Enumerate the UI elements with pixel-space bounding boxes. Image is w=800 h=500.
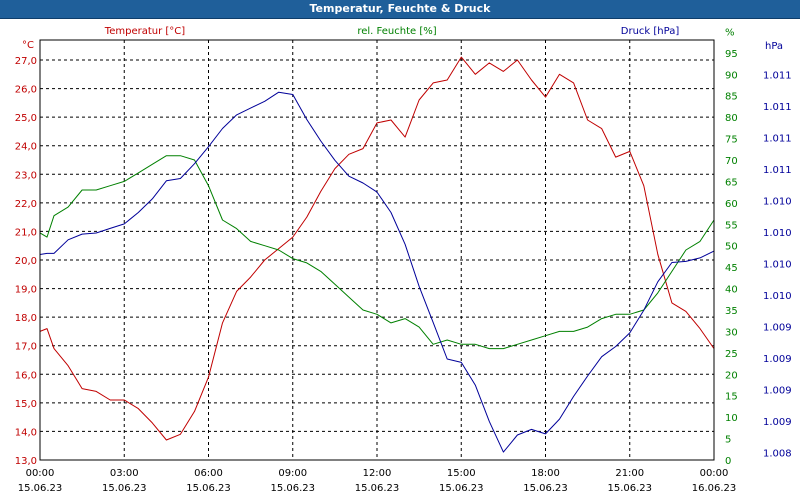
x-tick-time-label: 21:00 bbox=[615, 468, 644, 479]
humidity-tick-label: 50 bbox=[725, 242, 738, 253]
temperature-tick-label: 15,0 bbox=[15, 399, 37, 410]
humidity-tick-label: 60 bbox=[725, 199, 738, 210]
humidity-tick-label: 25 bbox=[725, 349, 738, 360]
humidity-tick-label: 5 bbox=[725, 435, 731, 446]
humidity-tick-label: 90 bbox=[725, 70, 738, 81]
pressure-tick-label: 1.009 bbox=[763, 417, 792, 428]
temperature-tick-label: 14,0 bbox=[15, 427, 37, 438]
temperature-tick-label: 25,0 bbox=[15, 113, 37, 124]
pressure-tick-label: 1.010 bbox=[763, 291, 792, 302]
x-tick-time-label: 00:00 bbox=[26, 468, 55, 479]
x-tick-date-label: 15.06.23 bbox=[523, 483, 568, 494]
humidity-tick-label: 30 bbox=[725, 327, 738, 338]
pressure-tick-label: 1.011 bbox=[763, 71, 792, 82]
x-tick-time-label: 00:00 bbox=[700, 468, 729, 479]
temperature-tick-label: 24,0 bbox=[15, 142, 37, 153]
temperature-tick-label: 27,0 bbox=[15, 56, 37, 67]
pressure-tick-label: 1.008 bbox=[763, 449, 792, 460]
humidity-tick-label: 65 bbox=[725, 177, 738, 188]
x-tick-time-label: 15:00 bbox=[447, 468, 476, 479]
legend-label-temperature: Temperatur [°C] bbox=[104, 26, 185, 37]
humidity-tick-label: 10 bbox=[725, 413, 738, 424]
x-tick-time-label: 09:00 bbox=[278, 468, 307, 479]
axis-labels: °C 13,0 14,0 15,0 16,0 17,0 18,0 19,0 20,0 21,0 22… bbox=[15, 26, 792, 494]
x-tick-date-label: 15.06.23 bbox=[186, 483, 231, 494]
plot-border bbox=[39, 39, 715, 461]
x-tick-date-label: 15.06.23 bbox=[102, 483, 147, 494]
humidity-tick-label: 0 bbox=[725, 456, 731, 467]
series-line-pressure bbox=[39, 91, 715, 453]
pressure-tick-label: 1.009 bbox=[763, 386, 792, 397]
pressure-tick-label: 1.011 bbox=[763, 134, 792, 145]
humidity-tick-label: 80 bbox=[725, 113, 738, 124]
temperature-tick-label: 21,0 bbox=[15, 227, 37, 238]
humidity-tick-label: 40 bbox=[725, 285, 738, 296]
x-tick-date-label: 15.06.23 bbox=[439, 483, 484, 494]
x-tick-date-label: 16.06.23 bbox=[692, 483, 737, 494]
temperature-tick-label: 22,0 bbox=[15, 199, 37, 210]
pressure-tick-label: 1.009 bbox=[763, 323, 792, 334]
pressure-tick-label: 1.011 bbox=[763, 102, 792, 113]
x-tick-date-label: 15.06.23 bbox=[270, 483, 315, 494]
series-line-humidity bbox=[39, 155, 715, 350]
humidity-tick-label: 70 bbox=[725, 156, 738, 167]
pressure-tick-label: 1.010 bbox=[763, 260, 792, 271]
series-line-temperature bbox=[39, 56, 715, 441]
x-tick-time-label: 18:00 bbox=[531, 468, 560, 479]
humidity-tick-label: % bbox=[725, 27, 735, 38]
x-tick-time-label: 12:00 bbox=[363, 468, 392, 479]
pressure-tick-label: 1.011 bbox=[763, 165, 792, 176]
temperature-tick-label: 18,0 bbox=[15, 313, 37, 324]
humidity-tick-label: 15 bbox=[725, 392, 738, 403]
x-tick-date-label: 15.06.23 bbox=[607, 483, 652, 494]
temperature-tick-label: 26,0 bbox=[15, 85, 37, 96]
temperature-tick-label: 16,0 bbox=[15, 370, 37, 381]
temperature-tick-label: 19,0 bbox=[15, 285, 37, 296]
pressure-unit-label: hPa bbox=[765, 41, 783, 52]
pressure-tick-label: 1.010 bbox=[763, 197, 792, 208]
legend-label-humidity: rel. Feuchte [%] bbox=[357, 26, 436, 37]
x-tick-time-label: 03:00 bbox=[110, 468, 139, 479]
humidity-tick-label: 35 bbox=[725, 306, 738, 317]
humidity-tick-label: 75 bbox=[725, 135, 738, 146]
pressure-tick-label: 1.009 bbox=[763, 354, 792, 365]
x-tick-date-label: 15.06.23 bbox=[355, 483, 400, 494]
x-tick-date-label: 15.06.23 bbox=[18, 483, 63, 494]
chart-title-bar: Temperatur, Feuchte & Druck bbox=[0, 0, 800, 19]
pressure-tick-label: 1.010 bbox=[763, 228, 792, 239]
humidity-tick-label: 55 bbox=[725, 220, 738, 231]
grid-lines bbox=[40, 40, 714, 460]
legend-label-pressure: Druck [hPa] bbox=[621, 26, 680, 37]
humidity-tick-label: 85 bbox=[725, 92, 738, 103]
series-layer bbox=[39, 56, 715, 453]
temperature-unit-label: °C bbox=[22, 40, 34, 51]
chart-title: Temperatur, Feuchte & Druck bbox=[309, 2, 491, 15]
x-tick-time-label: 06:00 bbox=[194, 468, 223, 479]
humidity-tick-label: 45 bbox=[725, 263, 738, 274]
temperature-tick-label: 13,0 bbox=[15, 456, 37, 467]
humidity-tick-label: 95 bbox=[725, 49, 738, 60]
humidity-tick-label: 20 bbox=[725, 370, 738, 381]
temperature-tick-label: 17,0 bbox=[15, 342, 37, 353]
temperature-tick-label: 20,0 bbox=[15, 256, 37, 267]
temperature-tick-label: 23,0 bbox=[15, 170, 37, 181]
